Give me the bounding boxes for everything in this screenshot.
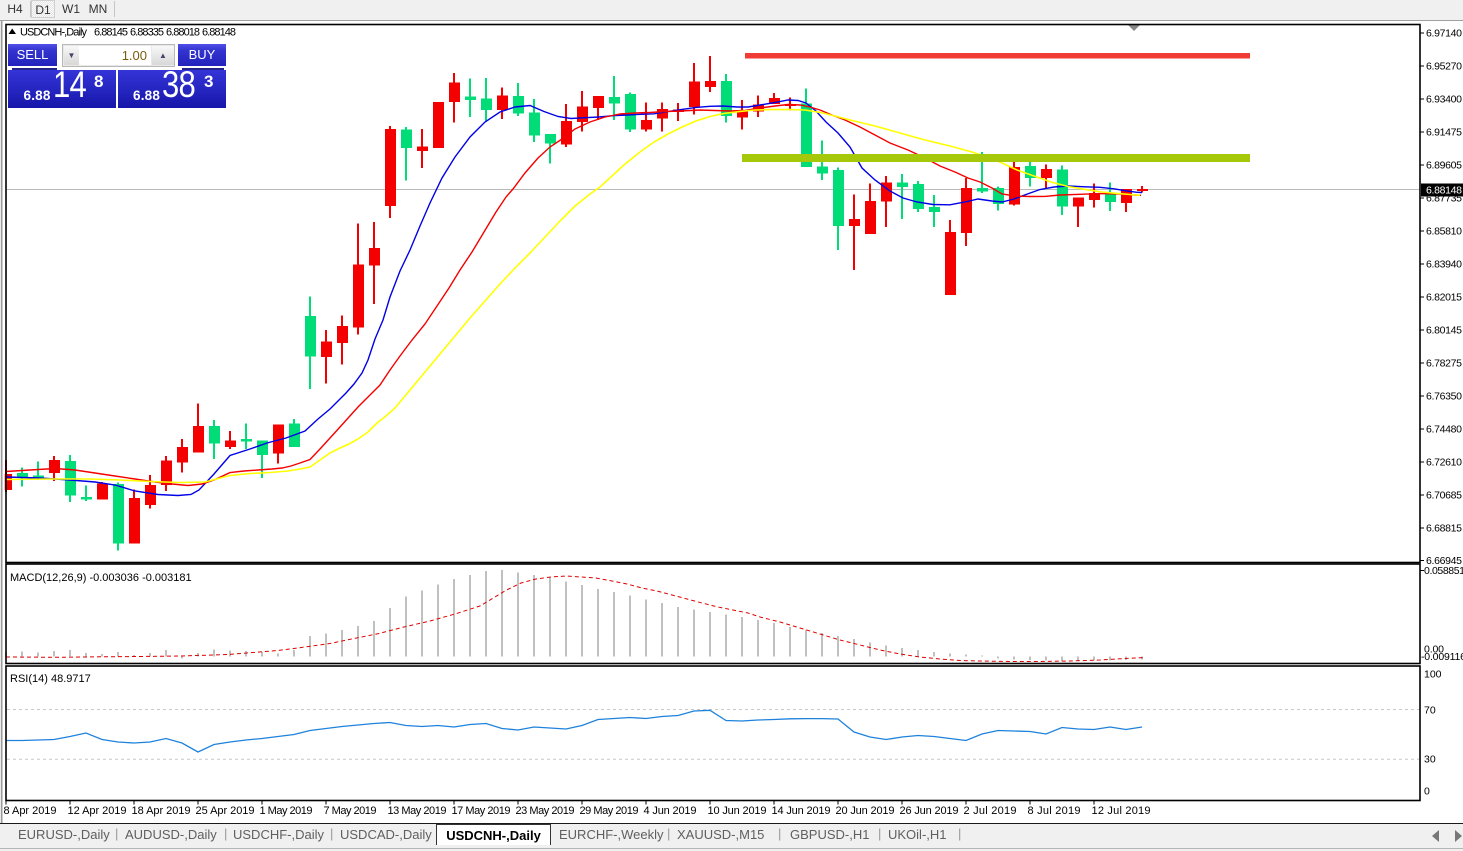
svg-text:6.70685: 6.70685 bbox=[1426, 490, 1462, 502]
svg-text:1 May 2019: 1 May 2019 bbox=[260, 805, 313, 817]
svg-text:23 May 2019: 23 May 2019 bbox=[516, 805, 575, 817]
svg-text:6.91475: 6.91475 bbox=[1426, 127, 1462, 139]
svg-text:6.88018: 6.88018 bbox=[166, 27, 200, 39]
svg-text:20 Jun 2019: 20 Jun 2019 bbox=[836, 805, 895, 817]
svg-text:-0.009116: -0.009116 bbox=[1421, 651, 1463, 663]
svg-text:14 Jun 2019: 14 Jun 2019 bbox=[772, 805, 831, 817]
svg-text:29 May 2019: 29 May 2019 bbox=[580, 805, 639, 817]
svg-text:6.78275: 6.78275 bbox=[1426, 358, 1462, 370]
svg-text:RSI(14) 48.9717: RSI(14) 48.9717 bbox=[10, 673, 91, 685]
svg-text:0: 0 bbox=[1424, 786, 1430, 798]
svg-text:10 Jun 2019: 10 Jun 2019 bbox=[708, 805, 767, 817]
svg-text:0.058851: 0.058851 bbox=[1424, 565, 1463, 577]
svg-text:6.93400: 6.93400 bbox=[1426, 94, 1462, 106]
svg-text:6.88148: 6.88148 bbox=[202, 27, 236, 39]
svg-text:8 Jul 2019: 8 Jul 2019 bbox=[1028, 805, 1081, 817]
svg-text:6.74480: 6.74480 bbox=[1426, 424, 1462, 436]
svg-text:6.83940: 6.83940 bbox=[1426, 259, 1462, 271]
svg-text:6.88335: 6.88335 bbox=[130, 27, 164, 39]
svg-text:25 Apr 2019: 25 Apr 2019 bbox=[196, 805, 255, 817]
svg-text:0.00: 0.00 bbox=[1424, 644, 1444, 656]
svg-text:4 Jun 2019: 4 Jun 2019 bbox=[644, 805, 697, 817]
svg-text:6.97140: 6.97140 bbox=[1426, 28, 1462, 40]
svg-text:12 Apr 2019: 12 Apr 2019 bbox=[68, 805, 127, 817]
svg-text:2 Jul 2019: 2 Jul 2019 bbox=[964, 805, 1017, 817]
svg-text:6.80145: 6.80145 bbox=[1426, 325, 1462, 337]
svg-text:8 Apr 2019: 8 Apr 2019 bbox=[4, 805, 57, 817]
svg-text:26 Jun 2019: 26 Jun 2019 bbox=[900, 805, 959, 817]
svg-text:6.72610: 6.72610 bbox=[1426, 457, 1462, 469]
svg-text:100: 100 bbox=[1424, 669, 1442, 681]
svg-text:6.82015: 6.82015 bbox=[1426, 292, 1462, 304]
svg-text:6.76350: 6.76350 bbox=[1426, 391, 1462, 403]
svg-text:70: 70 bbox=[1424, 705, 1436, 717]
svg-text:7 May 2019: 7 May 2019 bbox=[324, 805, 377, 817]
svg-text:30: 30 bbox=[1424, 754, 1436, 766]
svg-text:6.85810: 6.85810 bbox=[1426, 226, 1462, 238]
svg-text:17 May 2019: 17 May 2019 bbox=[452, 805, 511, 817]
svg-text:6.68815: 6.68815 bbox=[1426, 523, 1462, 535]
svg-text:6.88145: 6.88145 bbox=[94, 27, 128, 39]
svg-text:18 Apr 2019: 18 Apr 2019 bbox=[132, 805, 191, 817]
svg-text:6.89605: 6.89605 bbox=[1426, 160, 1462, 172]
svg-text:13 May 2019: 13 May 2019 bbox=[388, 805, 447, 817]
svg-text:6.95270: 6.95270 bbox=[1426, 61, 1462, 73]
svg-text:6.88148: 6.88148 bbox=[1426, 185, 1462, 197]
svg-text:12 Jul 2019: 12 Jul 2019 bbox=[1092, 805, 1151, 817]
svg-text:MACD(12,26,9) -0.003036 -0.003: MACD(12,26,9) -0.003036 -0.003181 bbox=[10, 572, 192, 584]
svg-text:6.66945: 6.66945 bbox=[1426, 555, 1462, 567]
svg-text:USDCNH-,Daily: USDCNH-,Daily bbox=[20, 27, 88, 39]
